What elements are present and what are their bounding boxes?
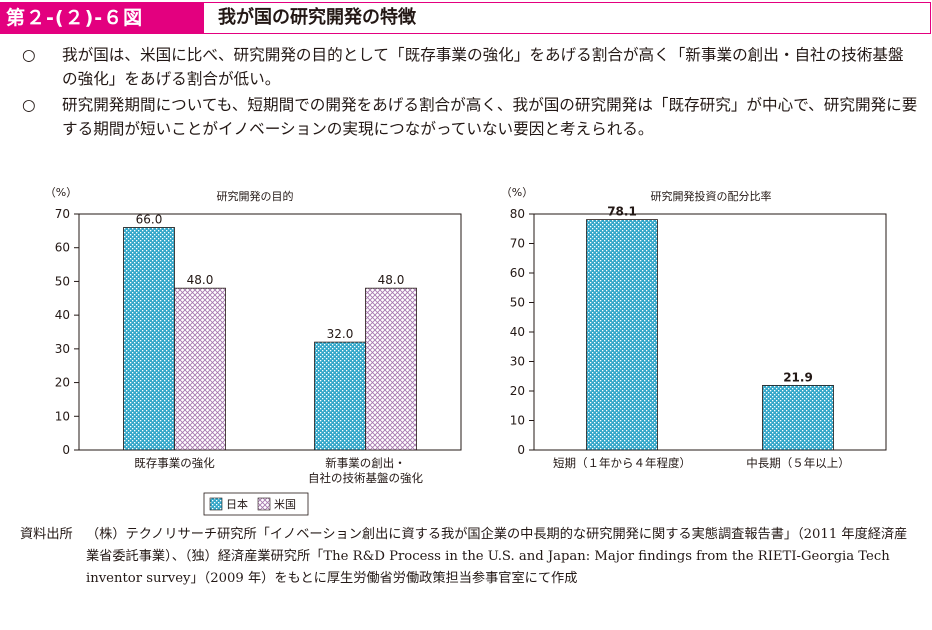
bar <box>123 227 175 451</box>
chart-title: 研究開発投資の配分比率 <box>651 189 772 203</box>
x-axis: 既存事業の強化 新事業の創出・自社の技術基盤の強化 <box>134 456 423 485</box>
figure-title: 我が国の研究開発の特徴 <box>218 7 416 28</box>
y-tick-label: 70 <box>510 237 525 251</box>
y-tick-label: 30 <box>55 342 70 356</box>
source-note: 資料出所 （株）テクノリサーチ研究所「イノベーション創出に資する我が国企業の中長… <box>20 524 920 590</box>
legend-swatch-japan <box>209 497 223 511</box>
y-tick-label: 50 <box>510 296 525 310</box>
y-axis: 0 10 20 30 40 50 60 70 <box>55 207 79 457</box>
y-tick-label: 20 <box>55 376 70 390</box>
data-label: 32.0 <box>327 327 354 341</box>
summary-bullets: ○ 我が国は、米国に比べ、研究開発の目的として「既存事業の強化」をあげる割合が高… <box>22 43 918 143</box>
y-tick-label: 80 <box>510 207 525 221</box>
legend-box <box>203 492 309 516</box>
bullet-circle: ○ <box>22 46 36 64</box>
data-label: 66.0 <box>136 212 163 226</box>
y-tick-label: 0 <box>517 443 525 457</box>
bar <box>174 287 226 451</box>
y-tick-label: 70 <box>55 207 70 221</box>
figure-title-box: 我が国の研究開発の特徴 <box>203 2 931 34</box>
plot-frame <box>78 213 462 451</box>
legend-label-japan: 日本 <box>226 497 248 511</box>
y-tick-label: 60 <box>510 266 525 280</box>
source-text: （株）テクノリサーチ研究所「イノベーション創出に資する我が国企業の中長期的な研究… <box>86 527 908 586</box>
y-tick-label: 20 <box>510 384 525 398</box>
category-label: 自社の技術基盤の強化 <box>308 471 423 485</box>
purpose-chart: （%） 研究開発の目的 0 10 20 30 40 50 60 70 66.0 48.0 32.0… <box>45 186 462 516</box>
bullet-text: 研究開発期間についても、短期間での開発をあげる割合が高く、我が国の研究開発は「既… <box>62 96 918 138</box>
legend: 日本 米国 <box>203 492 309 516</box>
source-label: 資料出所 <box>20 527 73 542</box>
bar-group: 66.0 48.0 32.0 48.0 <box>123 212 417 451</box>
y-tick-label: 10 <box>55 409 70 423</box>
y-tick-label: 60 <box>55 241 70 255</box>
y-tick-label: 40 <box>510 325 525 339</box>
data-label: 48.0 <box>378 273 405 287</box>
bar <box>365 287 417 451</box>
chart-title: 研究開発の目的 <box>217 189 294 203</box>
data-label: 78.1 <box>607 205 637 219</box>
bullet-circle: ○ <box>22 96 36 114</box>
y-tick-label: 30 <box>510 355 525 369</box>
category-label: 中長期（５年以上） <box>746 456 850 470</box>
bar-group: 78.1 21.9 <box>586 205 834 451</box>
data-label: 48.0 <box>187 273 214 287</box>
bar <box>314 341 366 451</box>
category-label: 短期（１年から４年程度） <box>553 456 691 470</box>
bar <box>586 219 658 451</box>
y-tick-label: 40 <box>55 308 70 322</box>
category-label: 新事業の創出・ <box>325 456 406 470</box>
category-label: 既存事業の強化 <box>134 456 215 470</box>
legend-swatch-us <box>257 497 271 511</box>
summary-bullet: ○ 我が国は、米国に比べ、研究開発の目的として「既存事業の強化」をあげる割合が高… <box>22 43 918 91</box>
figure-header: 第２-(２)-６図 我が国の研究開発の特徴 <box>0 0 931 34</box>
y-tick-label: 0 <box>62 443 70 457</box>
y-axis: 0 10 20 30 40 50 60 70 80 <box>510 207 534 457</box>
allocation-chart: （%） 研究開発投資の配分比率 0 10 20 30 40 50 60 70 80 78.1 21… <box>501 186 887 470</box>
bullet-text: 我が国は、米国に比べ、研究開発の目的として「既存事業の強化」をあげる割合が高く「… <box>62 46 904 88</box>
legend-label-us: 米国 <box>274 498 296 511</box>
y-unit-label: （%） <box>45 186 77 199</box>
figure-number: 第２-(２)-６図 <box>0 2 203 34</box>
x-axis: 短期（１年から４年程度） 中長期（５年以上） <box>553 456 850 470</box>
y-tick-label: 10 <box>510 414 525 428</box>
summary-bullet: ○ 研究開発期間についても、短期間での開発をあげる割合が高く、我が国の研究開発は… <box>22 93 918 141</box>
charts-area: （%） 研究開発の目的 0 10 20 30 40 50 60 70 66.0 48.0 32.0… <box>45 186 887 516</box>
y-unit-label: （%） <box>501 186 533 199</box>
data-label: 21.9 <box>783 370 813 384</box>
y-tick-label: 50 <box>55 274 70 288</box>
bar <box>762 384 834 451</box>
